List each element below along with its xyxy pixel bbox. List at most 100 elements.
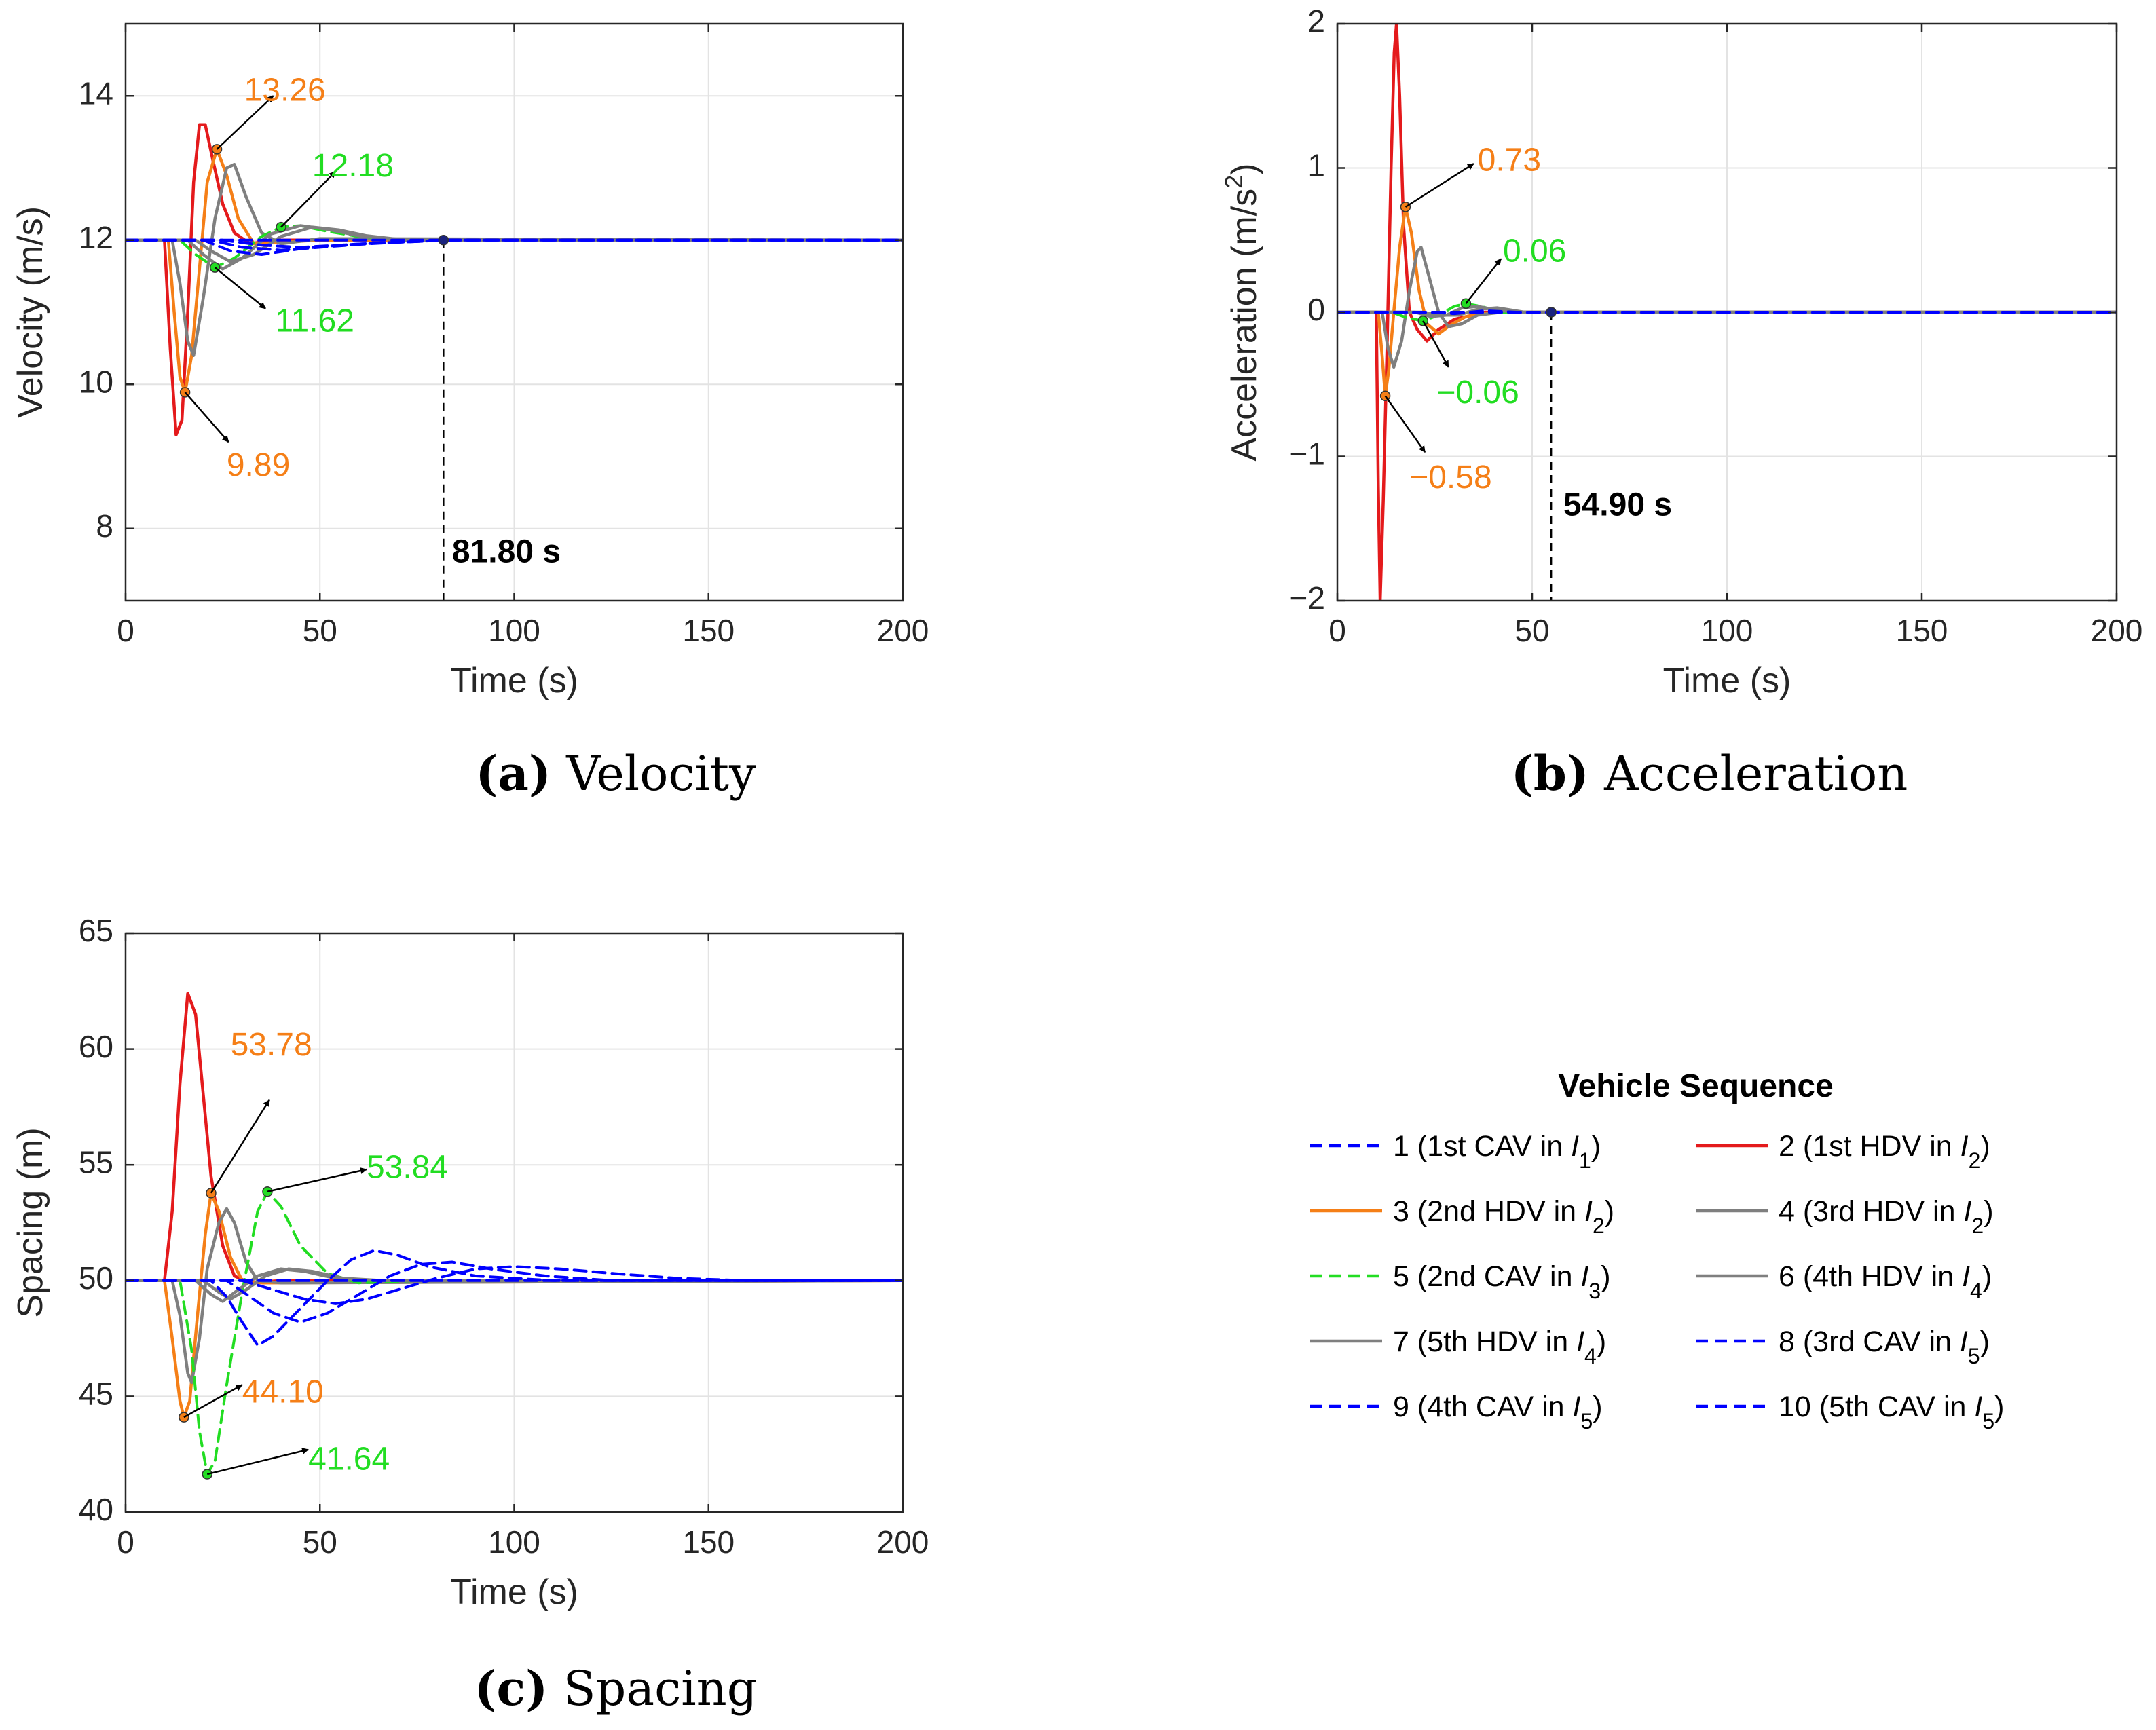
x-tick-label: 150 [1896, 613, 1948, 648]
y-tick-label: −1 [1290, 436, 1325, 472]
y-tick-label: −2 [1290, 580, 1325, 616]
y-tick-label: 14 [79, 75, 113, 111]
settle-time-label: 81.80 s [452, 534, 561, 570]
y-tick-label: 12 [79, 220, 113, 255]
x-tick-label: 200 [2091, 613, 2143, 648]
series-line-vehicle-4 [126, 162, 903, 358]
x-tick-label: 0 [117, 1524, 134, 1560]
legend-entry-6: 6 (4th HDV in I4) [1696, 1260, 1992, 1303]
series-group [126, 123, 903, 436]
series-line-vehicle-7 [126, 1267, 903, 1301]
caption-a: (a) Velocity [475, 745, 756, 802]
legend-entry-1: 1 (1st CAV in I1) [1310, 1130, 1601, 1173]
annotation-arrow [184, 392, 229, 443]
annotation-arrow [267, 1167, 367, 1192]
y-axis-label: Acceleration (m/s2) [1220, 163, 1265, 461]
y-tick-label: 2 [1307, 3, 1325, 39]
annotation-label: 44.10 [242, 1374, 324, 1410]
y-axis-label: Velocity (m/s) [11, 206, 50, 418]
legend-entry-7: 7 (5th HDV in I4) [1310, 1325, 1606, 1368]
y-axis-label: Spacing (m) [11, 1127, 50, 1317]
legend-entry-2: 2 (1st HDV in I2) [1696, 1130, 1990, 1173]
annotation-label: 53.78 [231, 1027, 312, 1063]
x-tick-label: 150 [682, 613, 735, 648]
legend-label: 10 (5th CAV in I5) [1779, 1391, 2004, 1433]
annotation-arrow [1405, 163, 1474, 208]
caption-b-letter: (b) [1511, 745, 1589, 802]
velocity-panel: 13.26 9.89 12.18 11.62 81.80 s 0 50 100 150 200 8 1… [11, 22, 929, 700]
legend-label: 1 (1st CAV in I1) [1393, 1130, 1601, 1173]
series-line-vehicle-3 [1337, 205, 2117, 398]
legend-title: Vehicle Sequence [1558, 1068, 1834, 1104]
series-line-vehicle-2 [1337, 24, 2117, 601]
y-tick-label: 65 [79, 913, 113, 948]
x-tick-label: 50 [1514, 613, 1549, 648]
y-tick-label: 45 [79, 1376, 113, 1412]
legend-entry-4: 4 (3rd HDV in I2) [1696, 1195, 1994, 1238]
annotation-label: 9.89 [227, 447, 290, 483]
y-tick-label: 1 [1307, 148, 1325, 183]
legend-entry-10: 10 (5th CAV in I5) [1696, 1391, 2004, 1433]
x-tick-label: 200 [877, 613, 929, 648]
legend-label: 2 (1st HDV in I2) [1779, 1130, 1990, 1173]
spacing-panel: 53.78 53.84 44.10 41.64 0 50 100 150 200 40 45 50 55… [11, 913, 929, 1612]
x-tick-label: 0 [117, 613, 134, 648]
annotation-arrow [1384, 395, 1426, 453]
legend: Vehicle Sequence 1 (1st CAV in I1) 2 (1st… [1310, 1068, 2004, 1433]
annotation-arrow [280, 170, 337, 228]
x-tick-label: 150 [682, 1524, 735, 1560]
y-tick-label: 50 [79, 1260, 113, 1296]
series-line-vehicle-3 [126, 1191, 903, 1419]
x-axis-label: Time (s) [450, 1573, 578, 1612]
legend-label: 7 (5th HDV in I4) [1393, 1325, 1606, 1368]
data-marker [1546, 307, 1557, 318]
annotation-label: −0.06 [1436, 375, 1519, 411]
y-tick-label: 10 [79, 364, 113, 399]
annotation-label: 53.84 [367, 1150, 448, 1186]
y-tick-label: 60 [79, 1029, 113, 1064]
series-group [1337, 24, 2117, 601]
series-line-vehicle-7 [126, 225, 903, 263]
settle-time-label: 54.90 s [1563, 487, 1672, 523]
annotation-arrow [214, 267, 266, 309]
series-line-vehicle-10 [126, 1265, 903, 1305]
x-tick-label: 100 [488, 613, 540, 648]
x-tick-label: 0 [1328, 613, 1346, 648]
legend-entry-9: 9 (4th CAV in I5) [1310, 1391, 1603, 1433]
x-tick-label: 100 [1701, 613, 1753, 648]
caption-a-text: Velocity [565, 746, 756, 802]
y-tick-label: 8 [96, 508, 113, 544]
annotation-label: 41.64 [308, 1442, 390, 1478]
annotation-label: 0.73 [1478, 143, 1541, 178]
legend-label: 3 (2nd HDV in I2) [1393, 1195, 1614, 1238]
annotation-arrow [1422, 320, 1449, 368]
legend-entry-8: 8 (3rd CAV in I5) [1696, 1325, 1990, 1368]
caption-b: (b) Acceleration [1511, 745, 1908, 802]
annotation-arrow [206, 1448, 310, 1475]
annotation-label: 11.62 [275, 303, 354, 339]
legend-entry-5: 5 (2nd CAV in I3) [1310, 1260, 1611, 1303]
annotation-arrow [183, 1384, 243, 1418]
annotation-label: 12.18 [312, 148, 394, 184]
legend-label: 6 (4th HDV in I4) [1779, 1260, 1992, 1303]
x-tick-label: 50 [303, 1524, 337, 1560]
caption-c-text: Spacing [563, 1661, 758, 1716]
y-tick-label: 40 [79, 1492, 113, 1527]
y-tick-label: 0 [1307, 292, 1325, 327]
legend-label: 9 (4th CAV in I5) [1393, 1391, 1603, 1433]
legend-label: 8 (3rd CAV in I5) [1779, 1325, 1990, 1368]
legend-label: 5 (2nd CAV in I3) [1393, 1260, 1611, 1303]
caption-b-text: Acceleration [1603, 746, 1908, 802]
annotation-arrow [1465, 258, 1502, 305]
x-axis-label: Time (s) [450, 661, 578, 700]
x-tick-label: 200 [877, 1524, 929, 1560]
annotation-label: −0.58 [1409, 459, 1491, 495]
data-marker [438, 235, 449, 246]
series-group [126, 992, 903, 1475]
acceleration-panel: 0.73 0.06 −0.06 −0.58 54.90 s 0 50 100 150 200 −2 −… [1220, 3, 2143, 700]
annotation-arrow [210, 1099, 270, 1194]
caption-a-letter: (a) [475, 745, 551, 802]
x-tick-label: 50 [303, 613, 337, 648]
caption-c: (c) Spacing [474, 1660, 757, 1716]
y-tick-label: 55 [79, 1144, 113, 1180]
